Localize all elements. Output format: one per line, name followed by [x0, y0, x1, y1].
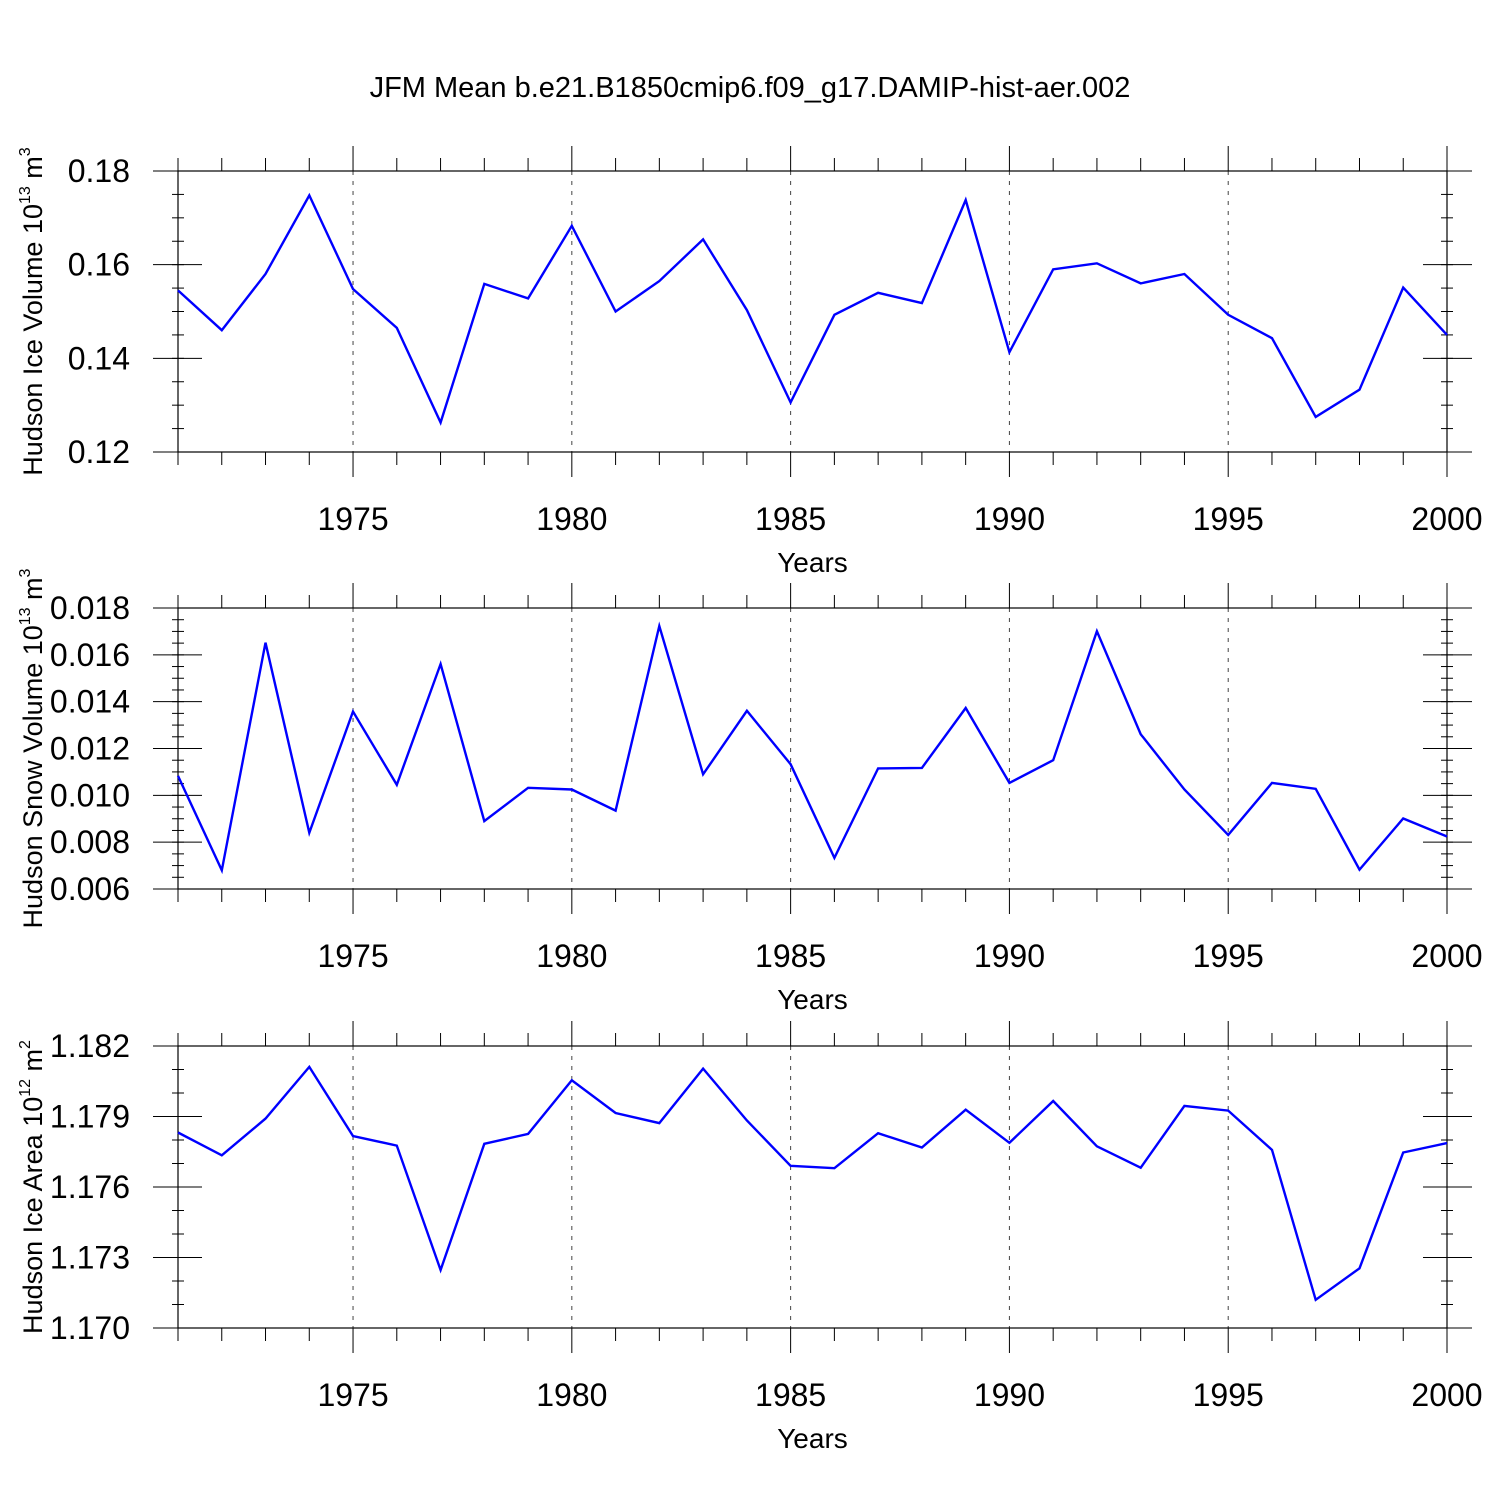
- y-tick-label: 0.014: [50, 684, 130, 720]
- x-tick-label: 1995: [1193, 938, 1264, 974]
- x-tick-label: 2000: [1411, 938, 1482, 974]
- x-tick-label: 1990: [974, 501, 1045, 537]
- y-tick-label: 0.008: [50, 824, 130, 860]
- y-tick-label: 0.016: [50, 637, 130, 673]
- x-tick-label: 1980: [536, 1377, 607, 1413]
- panel-snow-volume: 0.006 0.008 0.010 0.012 0.014 0.016 0.018 1975 1…: [17, 568, 1483, 1015]
- series-line-ice-area: [177, 1064, 1448, 1302]
- y-tick-label: 0.006: [50, 871, 130, 907]
- y-tick-label: 0.18: [68, 153, 130, 189]
- y-tick-label: 0.16: [68, 247, 130, 283]
- y-axis-label: Hudson Ice Volume 1013 m3: [17, 147, 48, 475]
- plot-frame: [177, 607, 1448, 890]
- x-tick-label: 1975: [317, 1377, 388, 1413]
- x-tick-label: 1985: [755, 1377, 826, 1413]
- y-tick-label: 0.14: [68, 340, 130, 376]
- y-tick-label: 1.176: [50, 1169, 130, 1205]
- x-tick-label: 2000: [1411, 501, 1482, 537]
- plot-frame: [177, 170, 1448, 453]
- x-axis-label: Years: [777, 984, 848, 1015]
- x-tick-label: 1975: [317, 501, 388, 537]
- x-tick-label: 1980: [536, 938, 607, 974]
- series-line-ice-volume: [177, 192, 1448, 426]
- x-tick-label: 2000: [1411, 1377, 1482, 1413]
- y-tick-label: 0.018: [50, 590, 130, 626]
- x-tick-label: 1995: [1193, 1377, 1264, 1413]
- y-tick-label: 0.012: [50, 731, 130, 767]
- x-axis-label: Years: [777, 1423, 848, 1454]
- y-axis-label: Hudson Ice Area 1012 m2: [17, 1040, 48, 1334]
- y-tick-label: 1.170: [50, 1310, 130, 1346]
- x-tick-label: 1980: [536, 501, 607, 537]
- panels: 0.12 0.14 0.16 0.18 1975 1980 1985 1990 1995 2000…: [17, 146, 1483, 1454]
- x-tick-label: 1985: [755, 501, 826, 537]
- panel-ice-volume: 0.12 0.14 0.16 0.18 1975 1980 1985 1990 1995 2000…: [17, 146, 1483, 578]
- plot-frame: [177, 1045, 1448, 1329]
- y-tick-label: 0.12: [68, 434, 130, 470]
- y-tick-label: 1.173: [50, 1240, 130, 1276]
- x-tick-label: 1990: [974, 1377, 1045, 1413]
- x-tick-label: 1990: [974, 938, 1045, 974]
- panel-ice-area: 1.170 1.173 1.176 1.179 1.182 1975 1980 1985 199…: [17, 1021, 1483, 1454]
- y-tick-label: 1.182: [50, 1028, 130, 1064]
- x-tick-label: 1975: [317, 938, 388, 974]
- x-tick-label: 1995: [1193, 501, 1264, 537]
- y-tick-label: 1.179: [50, 1099, 130, 1135]
- x-tick-label: 1985: [755, 938, 826, 974]
- series-line-snow-volume: [176, 621, 1448, 875]
- y-axis-label: Hudson Snow Volume 1013 m3: [17, 568, 48, 928]
- x-axis-label: Years: [777, 547, 848, 578]
- y-tick-label: 0.010: [50, 777, 130, 813]
- chart-title: JFM Mean b.e21.B1850cmip6.f09_g17.DAMIP-…: [370, 72, 1131, 104]
